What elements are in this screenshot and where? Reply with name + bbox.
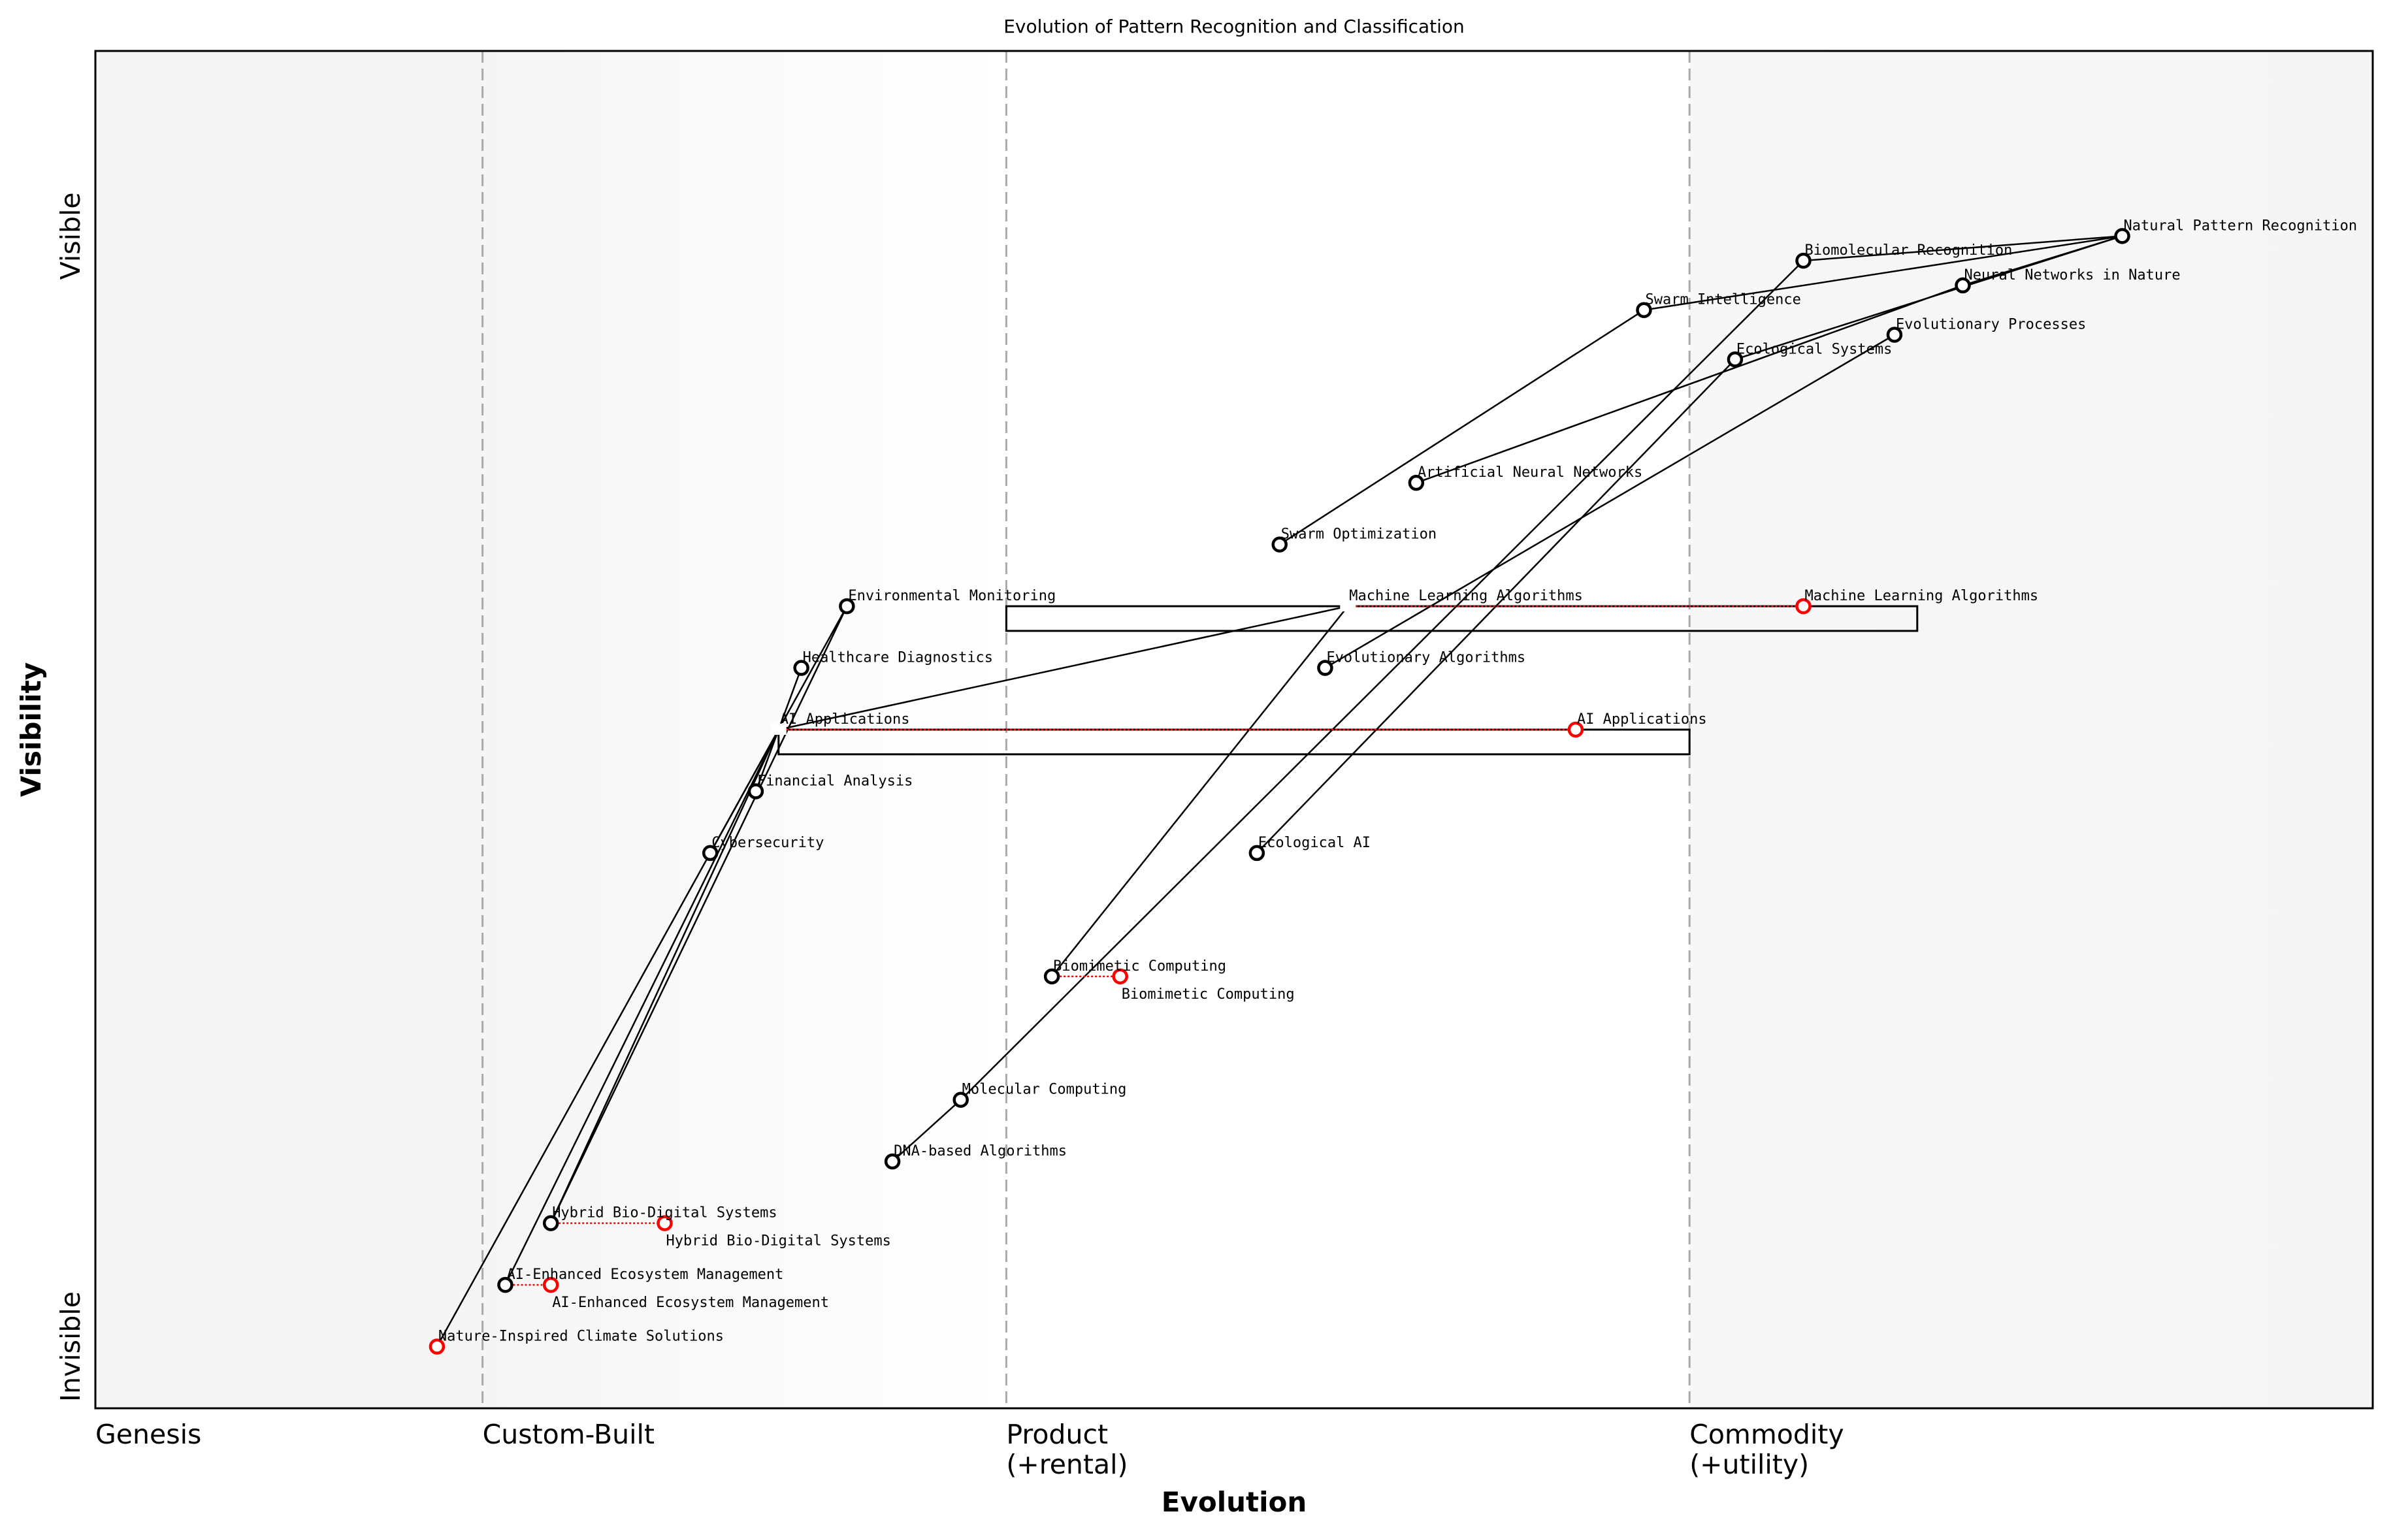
edge-natural-pattern-recognition-to-biomolecular-recognition <box>1803 235 2123 262</box>
edge-molecular-computing-to-dna-based-algorithms <box>892 1099 962 1163</box>
node-label-ecological-systems: Ecological Systems <box>1736 341 1892 357</box>
evolved-label-biomimetic-computing: Biomimetic Computing <box>1122 986 1295 1003</box>
chart-title: Evolution of Pattern Recognition and Cla… <box>1003 16 1465 37</box>
edge-ai-applications-to-environmental-monitoring <box>777 606 848 730</box>
evolved-point-ai-applications <box>1567 721 1584 738</box>
x-tick-label-product-rental: Product (+rental) <box>1006 1419 1128 1480</box>
x-tick-label-genesis: Genesis <box>95 1419 201 1450</box>
node-point-neural-networks-in-nature <box>1955 277 1971 294</box>
evolved-label-nature-inspired-climate-solutions: Nature-Inspired Climate Solutions <box>438 1329 724 1345</box>
node-point-biomimetic-computing <box>1043 968 1060 985</box>
x-tick-label-commodity-utility: Commodity (+utility) <box>1689 1419 1844 1480</box>
node-point-financial-analysis <box>747 783 764 800</box>
node-label-ecological-ai: Ecological AI <box>1258 835 1371 851</box>
node-label-healthcare-diagnostics: Healthcare Diagnostics <box>803 650 993 666</box>
node-label-evolutionary-processes: Evolutionary Processes <box>1896 316 2086 332</box>
node-point-ai-enhanced-ecosystem-management <box>497 1276 513 1293</box>
node-point-cybersecurity <box>702 845 719 862</box>
node-label-evolutionary-algorithms: Evolutionary Algorithms <box>1326 650 1525 666</box>
node-label-natural-pattern-recognition: Natural Pattern Recognition <box>2124 218 2358 234</box>
node-label-ai-applications: AI Applications <box>780 711 910 728</box>
plot-frame <box>94 50 2374 1410</box>
node-label-financial-analysis: Financial Analysis <box>757 773 913 789</box>
node-label-machine-learning-algorithms: Machine Learning Algorithms <box>1349 588 1583 604</box>
node-point-ecological-systems <box>1727 351 1744 368</box>
node-point-ecological-ai <box>1248 845 1265 862</box>
node-label-swarm-intelligence: Swarm Intelligence <box>1645 292 1800 308</box>
node-point-dna-based-algorithms <box>884 1153 901 1170</box>
edge-ai-applications-to-hybrid-bio-digital-systems <box>550 729 779 1224</box>
node-point-swarm-intelligence <box>1636 302 1652 318</box>
node-point-hybrid-bio-digital-systems <box>542 1215 559 1231</box>
node-label-environmental-monitoring: Environmental Monitoring <box>848 588 1056 604</box>
node-label-neural-networks-in-nature: Neural Networks in Nature <box>1964 267 2181 283</box>
evolved-point-hybrid-bio-digital-systems <box>657 1215 673 1231</box>
edge-ai-applications-to-nature-inspired-climate-solutions <box>436 729 779 1348</box>
node-point-natural-pattern-recognition <box>2114 228 2130 244</box>
y-tick-label-visible: Visible <box>55 192 86 280</box>
edge-ai-applications-to-financial-analysis <box>755 729 779 792</box>
evolved-label-hybrid-bio-digital-systems: Hybrid Bio-Digital Systems <box>666 1233 891 1250</box>
edge-biomolecular-recognition-to-molecular-computing <box>960 260 1804 1101</box>
node-label-swarm-optimization: Swarm Optimization <box>1281 526 1437 543</box>
node-point-environmental-monitoring <box>839 598 855 615</box>
evolved-label-machine-learning-algorithms: Machine Learning Algorithms <box>1805 588 2039 604</box>
node-marker-machine-learning-algorithms <box>1340 600 1356 612</box>
node-point-evolutionary-algorithms <box>1317 660 1333 676</box>
node-label-cybersecurity: Cybersecurity <box>711 835 824 851</box>
evolved-point-machine-learning-algorithms <box>1795 598 1812 615</box>
node-label-molecular-computing: Molecular Computing <box>962 1082 1127 1098</box>
edge-neural-networks-in-nature-to-artificial-neural-networks <box>1416 284 1963 484</box>
node-point-biomolecular-recognition <box>1795 252 1812 269</box>
edge-ai-applications-to-ai-enhanced-ecosystem-management <box>504 729 779 1285</box>
node-label-artificial-neural-networks: Artificial Neural Networks <box>1418 464 1642 481</box>
node-point-swarm-optimization <box>1271 536 1288 553</box>
edge-machine-learning-algorithms-to-biomimetic-computing <box>1051 606 1349 977</box>
edge-natural-pattern-recognition-to-swarm-intelligence <box>1644 235 2123 311</box>
edge-ai-applications-to-healthcare-diagnostics <box>777 668 802 730</box>
edge-evolutionary-processes-to-evolutionary-algorithms <box>1324 334 1895 669</box>
node-point-molecular-computing <box>952 1091 969 1108</box>
x-tick-label-custom-built: Custom-Built <box>483 1419 655 1450</box>
evolved-point-biomimetic-computing <box>1112 968 1128 985</box>
evolved-label-ai-applications: AI Applications <box>1577 711 1707 728</box>
node-marker-ai-applications <box>770 723 787 735</box>
node-point-artificial-neural-networks <box>1408 474 1425 491</box>
evolved-label-ai-enhanced-ecosystem-management: AI-Enhanced Ecosystem Management <box>552 1295 829 1311</box>
node-point-evolutionary-processes <box>1886 327 1903 343</box>
evolved-point-ai-enhanced-ecosystem-management <box>542 1276 559 1293</box>
node-label-hybrid-bio-digital-systems: Hybrid Bio-Digital Systems <box>552 1205 777 1221</box>
edge-environmental-monitoring-to-hybrid-bio-digital-systems <box>550 606 848 1224</box>
evolved-point-nature-inspired-climate-solutions <box>429 1338 446 1355</box>
node-label-ai-enhanced-ecosystem-management: AI-Enhanced Ecosystem Management <box>506 1267 783 1283</box>
node-label-dna-based-algorithms: DNA-based Algorithms <box>894 1143 1067 1159</box>
y-axis-label: Visibility <box>15 662 47 797</box>
node-label-biomimetic-computing: Biomimetic Computing <box>1053 958 1226 975</box>
edge-ai-applications-to-machine-learning-algorithms <box>778 605 1348 731</box>
node-label-biomolecular-recognition: Biomolecular Recognition <box>1805 242 2013 259</box>
node-point-healthcare-diagnostics <box>793 660 809 676</box>
x-axis-label: Evolution <box>1162 1486 1307 1518</box>
edge-swarm-intelligence-to-swarm-optimization <box>1279 309 1645 545</box>
y-tick-label-invisible: Invisible <box>55 1291 86 1402</box>
